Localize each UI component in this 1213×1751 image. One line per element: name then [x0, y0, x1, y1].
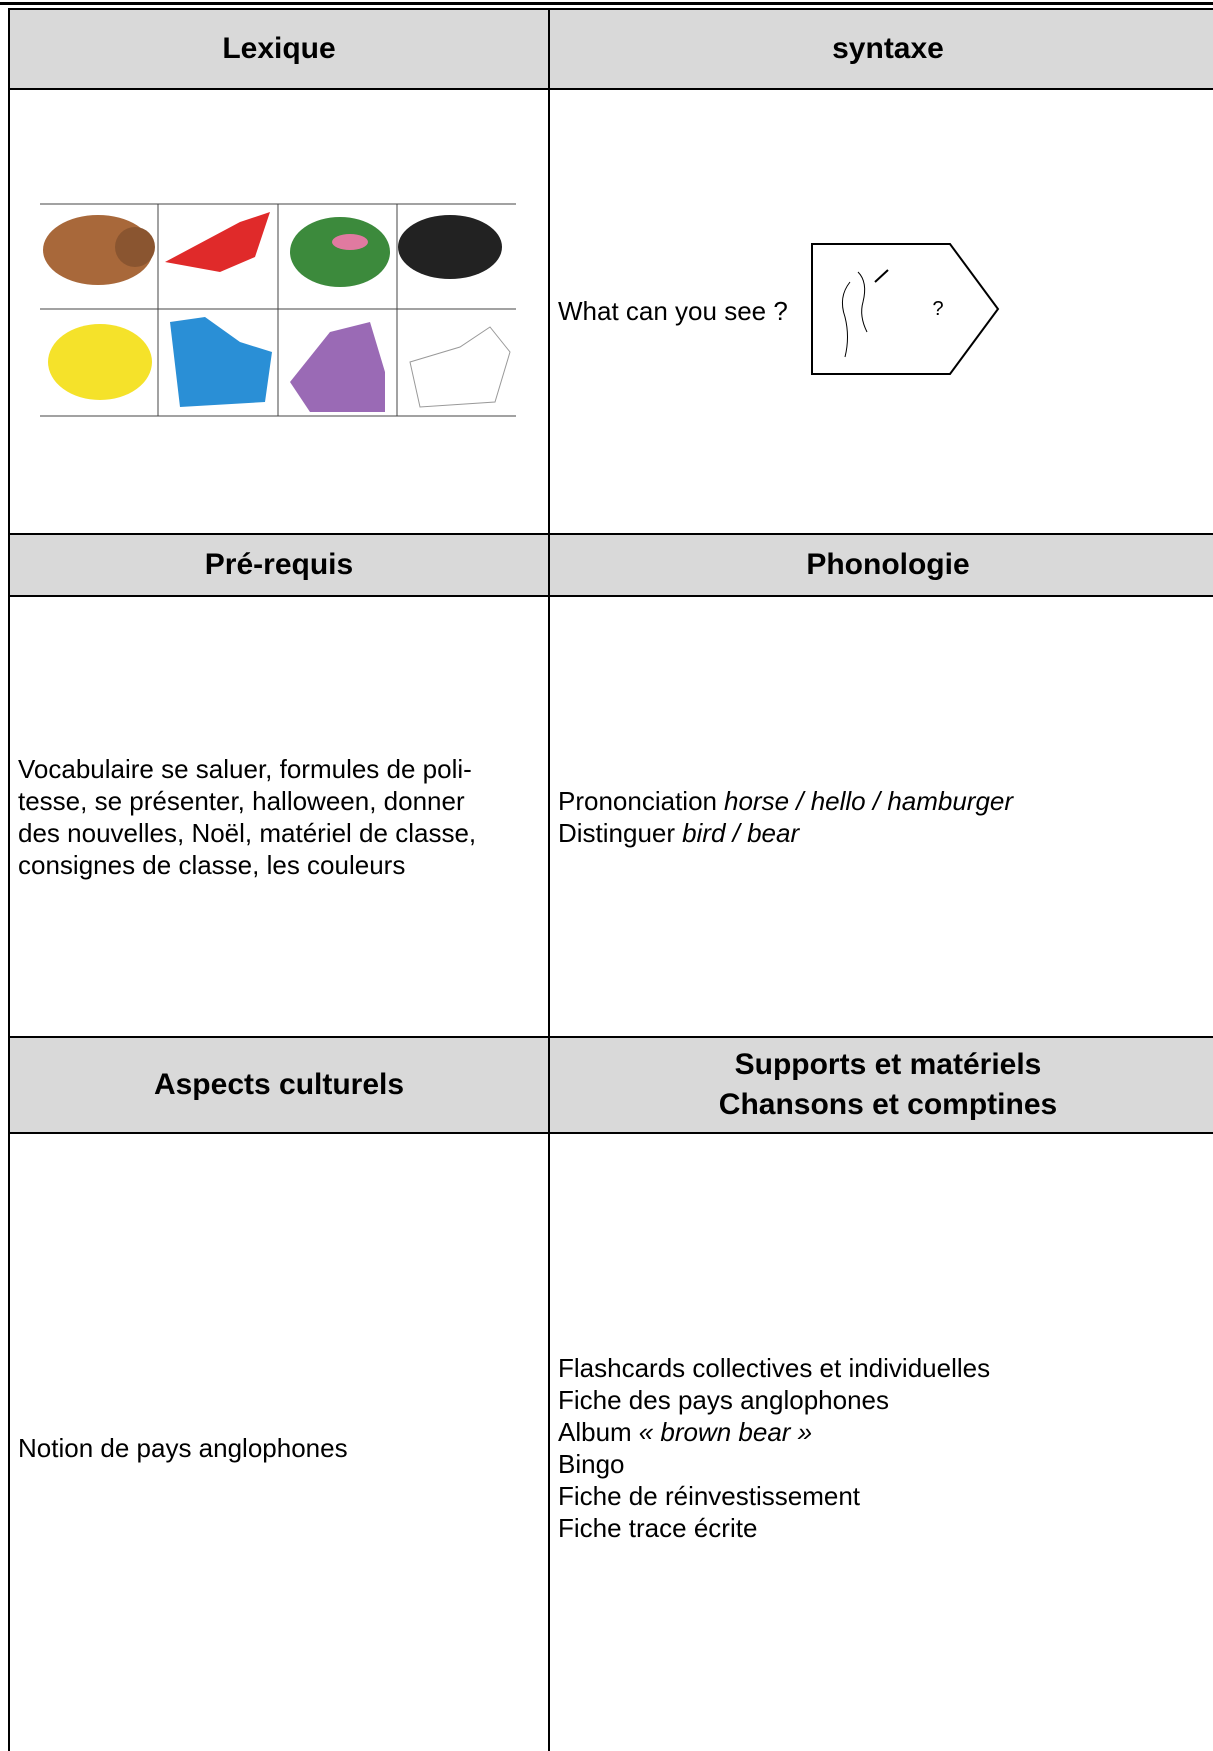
text-line: Fiche des pays anglophones [558, 1384, 1213, 1416]
header: Pré-requis [8, 533, 550, 597]
italic-text: horse / hello / hamburger [724, 785, 1014, 816]
speech-symbol: ? [810, 242, 1000, 375]
text-line: Vocabulaire se saluer, formules de poli- [18, 753, 472, 784]
text-line: consignes de classe, les couleurs [18, 849, 406, 880]
text-line: Flashcards collectives et individuelles [558, 1352, 1213, 1384]
text-line: tesse, se présenter, halloween, donner [18, 785, 465, 816]
rule [0, 2, 1213, 5]
plain-text: Flashcards collectives et individuelles [558, 1353, 991, 1383]
text-line: Prononciation horse / hello / hamburger [558, 785, 1213, 817]
prerequis-cell: Vocabulaire se saluer, formules de poli-… [8, 595, 550, 1038]
symbol: ? [932, 298, 943, 320]
culture-cell: Notion de pays anglophones [8, 1132, 550, 1751]
table: Lexique syntaxe What can you see ? [8, 8, 1213, 1751]
syntax-sentence: What can you see ? [558, 296, 788, 326]
text-line: Fiche trace écrite [558, 1512, 1213, 1544]
plain-text: Album [558, 1417, 632, 1447]
plain-text: Prononciation [558, 785, 717, 816]
syntax-cell: What can you see ? ? [548, 88, 1213, 535]
header: Phonologie [548, 533, 1213, 597]
text-line: Fiche de réinvestissement [558, 1480, 1213, 1512]
header: syntaxe [548, 8, 1213, 90]
plain-text: Fiche de réinvestissement [558, 1481, 861, 1511]
text-line: des nouvelles, Noël, matériel de classe, [18, 817, 477, 848]
italic-text: bird / bear [682, 817, 800, 848]
plain-text: Fiche des pays anglophones [558, 1385, 890, 1415]
header-line: Supports et matériels [734, 1048, 1042, 1081]
animal-images [40, 203, 516, 416]
text-line: Album « brown bear » [558, 1416, 1213, 1448]
header: Aspects culturels [8, 1036, 550, 1134]
plain-text: Fiche trace écrite [558, 1513, 758, 1543]
phonologie-cell: Prononciation horse / hello / hamburger Di… [548, 595, 1213, 1038]
italic-text: « brown bear » [638, 1417, 813, 1447]
header: Lexique [8, 8, 550, 90]
plain-text: Bingo [558, 1449, 625, 1479]
plain-text: Distinguer [558, 817, 676, 848]
header: Supports et matériels Chansons et comptin… [548, 1036, 1213, 1134]
text-line: Distinguer bird / bear [558, 817, 1213, 849]
header-line: Chansons et comptines [718, 1088, 1058, 1121]
text-line: Bingo [558, 1448, 1213, 1480]
culture-text: Notion de pays anglophones [18, 1433, 348, 1463]
lexique-cell [8, 88, 550, 535]
supports-cell: Flashcards collectives et individuelles F… [548, 1132, 1213, 1751]
